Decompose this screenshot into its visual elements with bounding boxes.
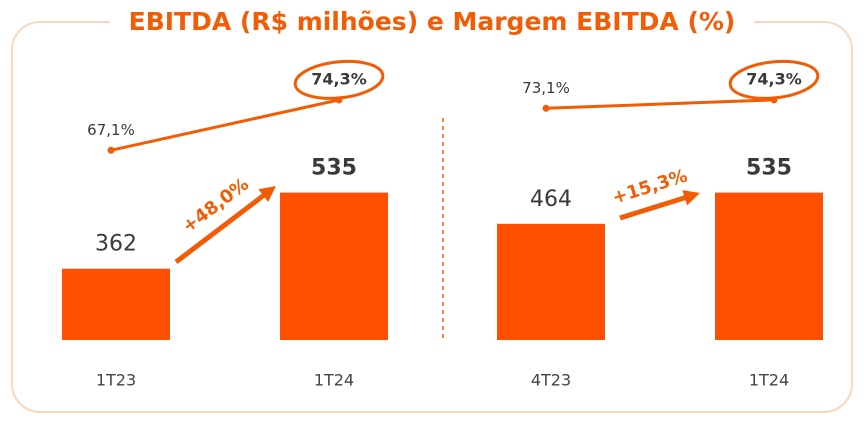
margin-label: 67,1% [87,121,135,139]
growth-arrow [174,190,270,264]
bar [715,192,823,340]
highlight-ring [293,59,385,100]
margin-label: 73,1% [522,79,570,97]
growth-label: +48,0% [178,174,252,238]
highlight-ring [728,59,820,100]
bar [280,192,388,340]
x-tick-label: 1T24 [749,371,789,390]
margin-point [107,146,115,154]
margin-line [545,98,775,110]
bar-label: 362 [95,232,137,257]
margin-label: 74,3% [746,69,802,88]
margin-line [110,98,340,152]
bar-label: 535 [311,156,357,181]
growth-arrow [619,193,692,221]
margin-point [542,104,550,112]
x-tick-label: 1T24 [314,371,354,390]
title-bg [110,4,754,42]
bar-label: 464 [530,187,572,212]
chart-title: EBITDA (R$ milhões) e Margem EBITDA (%) [129,7,736,36]
margin-label: 74,3% [311,69,367,88]
x-tick-label: 1T23 [96,371,136,390]
arrow-head [682,190,700,206]
x-tick-label: 4T23 [531,371,571,390]
arrow-head [258,186,276,203]
bar [62,268,170,340]
bar [497,223,605,340]
bar-label: 535 [746,156,792,181]
